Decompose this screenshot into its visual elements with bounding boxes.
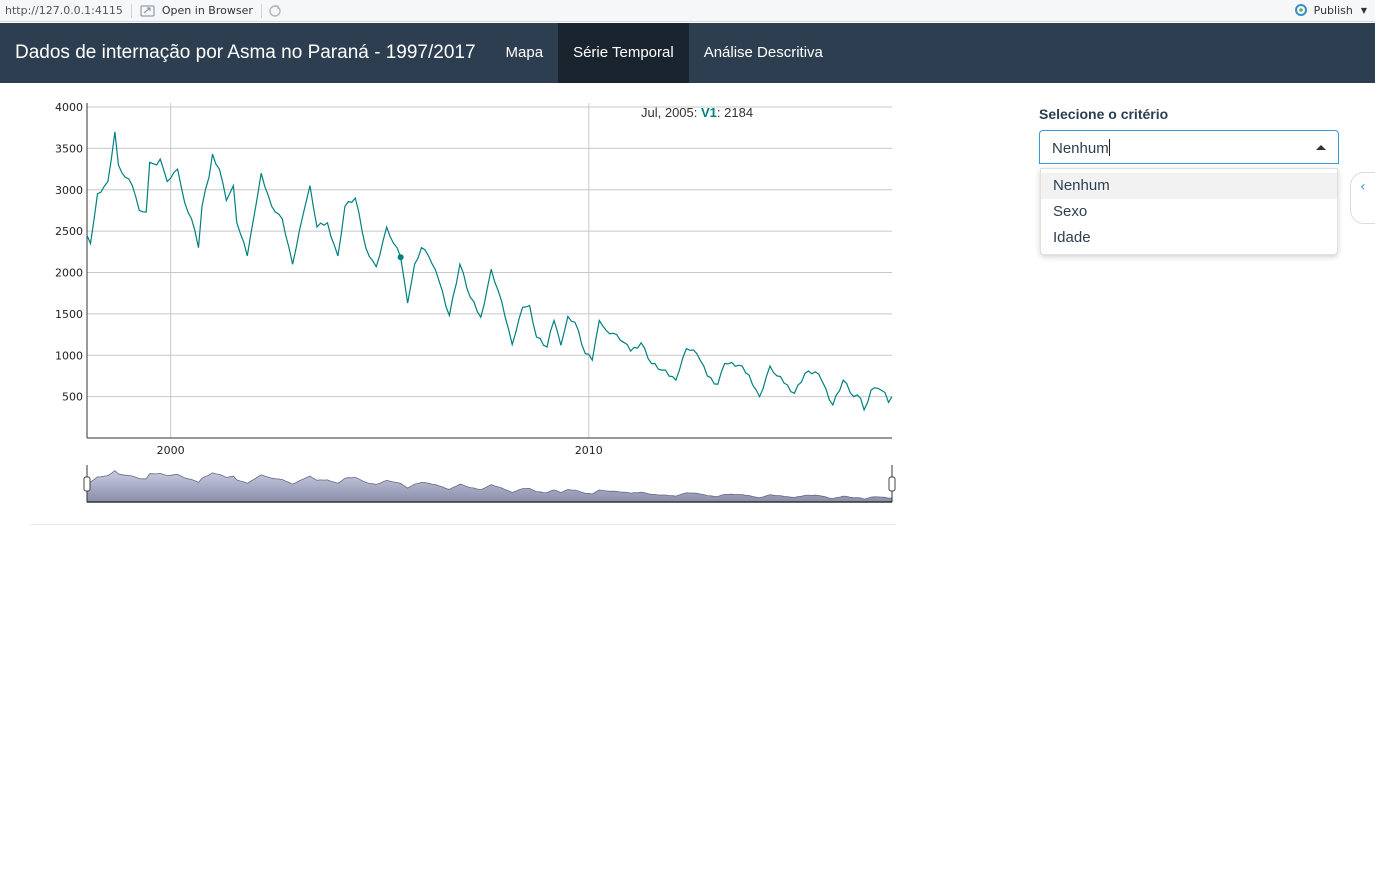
criterion-dropdown: Nenhum Sexo Idade [1040,168,1338,255]
tab-serie-temporal[interactable]: Série Temporal [558,23,689,83]
navbar: Dados de internação por Asma no Paraná -… [0,23,1375,83]
app-title: Dados de internação por Asma no Paraná -… [15,42,476,63]
text-cursor [1108,139,1110,156]
dropdown-caret-icon[interactable] [1316,145,1326,150]
publish-icon [1294,4,1307,16]
option-sexo[interactable]: Sexo [1053,203,1088,220]
highlight-point [397,254,404,261]
chevron-left-icon: ‹ [1360,179,1366,195]
criterion-select-value: Nenhum [1052,140,1109,157]
publish-button[interactable]: Publish ▼ [1293,3,1367,17]
criterion-select[interactable]: Nenhum [1039,130,1339,164]
y-tick-label-1000: 1000 [55,349,83,362]
y-tick-label-2500: 2500 [55,225,83,238]
y-tick-label-3000: 3000 [55,184,83,197]
y-tick-label-2000: 2000 [55,267,83,280]
chart-canvas[interactable]: 500 1000 1500 2000 2500 3000 3500 4000 2000 2010 [30,95,896,525]
publish-label: Publish [1313,3,1353,17]
range-handle-right [888,476,896,492]
open-in-browser-button[interactable]: Open in Browser [132,3,262,18]
series-line-v1 [86,131,893,412]
tab-analise-descritiva[interactable]: Análise Descritiva [703,44,823,61]
refresh-icon[interactable] [268,4,282,18]
viewer-toolbar: http://127.0.0.1:4115 Open in Browser Pu… [0,0,1375,22]
chart-legend: Jul, 2005: V1: 2184 [641,105,753,120]
legend-series-name: V1 [701,105,717,120]
y-tick-label-3500: 3500 [55,142,83,155]
publish-caret-icon[interactable]: ▼ [1360,5,1367,15]
legend-date: Jul, 2005: [641,105,701,120]
chart-divider [30,524,896,525]
legend-value: : 2184 [716,105,754,120]
option-nenhum[interactable]: Nenhum [1041,173,1337,199]
sidebar-toggle[interactable]: ‹ [1350,172,1375,224]
viewer-url[interactable]: http://127.0.0.1:4115 [0,3,132,18]
y-tick-label-4000: 4000 [55,101,83,114]
x-tick-label-2010: 2010 [575,444,603,457]
open-in-browser-icon [140,5,155,16]
criterion-label: Selecione o critério [1039,106,1169,122]
y-tick-label-500: 500 [62,391,83,404]
y-tick-label-1500: 1500 [55,308,83,321]
option-idade[interactable]: Idade [1053,229,1091,246]
tab-mapa[interactable]: Mapa [505,44,544,61]
range-handle-left [83,476,91,492]
x-tick-label-2000: 2000 [157,444,185,457]
range-selector-area [86,470,893,503]
time-series-chart[interactable]: 500 1000 1500 2000 2500 3000 3500 4000 2000 2010 … [30,95,896,525]
open-in-browser-label: Open in Browser [161,4,253,17]
